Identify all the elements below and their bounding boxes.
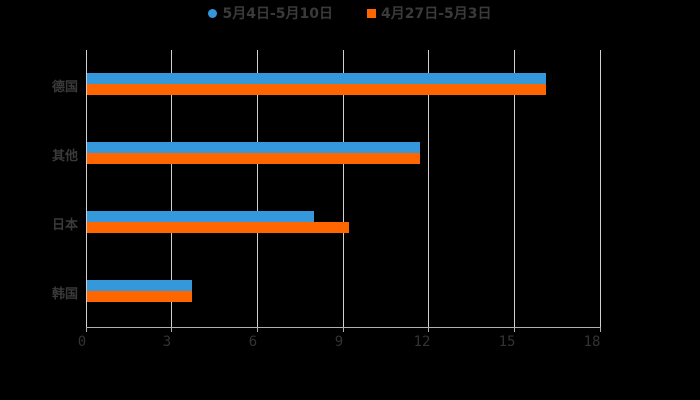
x-tick: [171, 327, 172, 332]
gridline: [86, 50, 87, 327]
legend-item-series-2[interactable]: 4月27日-5月3日: [367, 3, 492, 23]
category-label: 德国: [51, 80, 78, 95]
bar-series-1[interactable]: [87, 280, 192, 291]
legend-label: 5月4日-5月10日: [222, 6, 333, 22]
x-tick-label: 3: [162, 334, 172, 350]
gridline: [257, 50, 258, 327]
x-tick-label: 15: [498, 334, 516, 350]
x-tick: [600, 327, 601, 332]
x-tick: [343, 327, 344, 332]
x-tick: [257, 327, 258, 332]
gridline: [428, 50, 429, 327]
legend-swatch-blue-icon: [208, 8, 218, 18]
x-tick-label: 0: [77, 334, 87, 350]
legend-item-series-1[interactable]: 5月4日-5月10日: [208, 3, 333, 23]
bar-series-1[interactable]: [87, 73, 546, 84]
gridline: [171, 50, 172, 327]
gridline: [514, 50, 515, 327]
chart-legend: 5月4日-5月10日 4月27日-5月3日: [0, 3, 700, 23]
bar-series-2[interactable]: [87, 153, 421, 164]
gridline: [343, 50, 344, 327]
bar-series-1[interactable]: [87, 211, 315, 222]
bar-series-2[interactable]: [87, 291, 192, 302]
bar-series-2[interactable]: [87, 84, 546, 95]
category-label: 韩国: [51, 287, 78, 302]
legend-label: 4月27日-5月3日: [381, 6, 492, 22]
category-label: 日本: [51, 218, 78, 233]
x-tick: [428, 327, 429, 332]
x-tick-label: 12: [413, 334, 431, 350]
bar-series-1[interactable]: [87, 142, 421, 153]
x-tick: [86, 327, 87, 332]
x-tick-label: 18: [583, 334, 601, 350]
bar-series-2[interactable]: [87, 222, 349, 233]
category-label: 其他: [51, 149, 78, 164]
x-tick-label: 6: [248, 334, 258, 350]
legend-swatch-orange-icon: [367, 8, 376, 18]
x-tick: [514, 327, 515, 332]
gridline: [600, 50, 601, 327]
x-tick-label: 9: [334, 334, 344, 350]
